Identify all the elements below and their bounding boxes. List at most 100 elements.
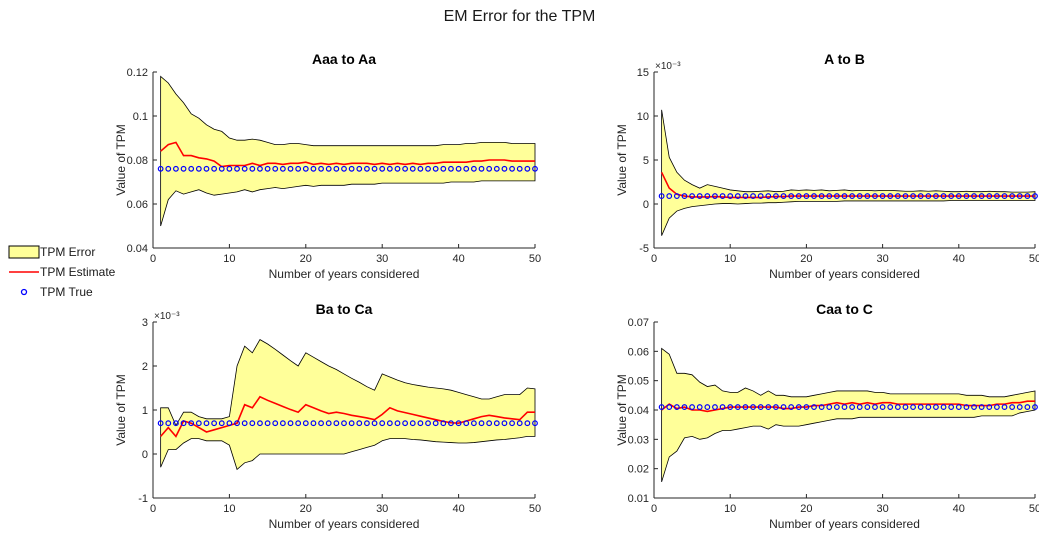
y-tick-label: -1: [138, 493, 148, 505]
true-marker: [666, 193, 673, 199]
true-marker: [180, 420, 187, 427]
true-marker: [826, 404, 833, 410]
true-marker: [1001, 193, 1008, 199]
true-marker: [226, 165, 233, 172]
true-marker: [833, 404, 840, 410]
y-tick-label: 5: [643, 155, 649, 167]
true-marker: [402, 165, 409, 172]
true-marker: [948, 193, 955, 199]
true-marker: [188, 420, 195, 427]
true-marker: [788, 193, 795, 199]
true-marker: [470, 420, 477, 427]
true-marker: [978, 404, 985, 410]
true-marker: [333, 165, 340, 172]
exponent-label: ×10⁻³: [154, 311, 180, 322]
error-band: [661, 109, 1036, 236]
y-tick-label: 0.06: [628, 346, 649, 358]
legend-label-true: TPM True: [40, 285, 93, 299]
true-marker: [902, 404, 909, 410]
true-marker: [894, 193, 901, 199]
x-axis-label: Number of years considered: [269, 517, 420, 531]
true-marker: [356, 165, 363, 172]
true-marker: [364, 420, 370, 427]
true-marker: [727, 404, 734, 410]
true-marker: [509, 165, 515, 172]
true-marker: [501, 420, 508, 427]
true-marker: [165, 420, 172, 427]
true-marker: [933, 404, 939, 410]
x-tick-label: 10: [223, 503, 235, 515]
true-marker: [241, 165, 248, 172]
true-marker: [971, 193, 977, 199]
x-tick-label: 30: [376, 253, 388, 265]
true-marker: [856, 404, 863, 410]
true-marker: [455, 420, 462, 427]
true-marker: [994, 193, 1000, 199]
true-marker: [341, 165, 347, 172]
true-marker: [1016, 404, 1023, 410]
true-marker: [689, 193, 695, 199]
x-tick-label: 40: [953, 503, 965, 515]
true-marker: [742, 404, 749, 410]
y-tick-label: -5: [639, 243, 649, 255]
y-tick-label: 1: [142, 405, 148, 417]
true-marker: [272, 165, 279, 172]
true-marker: [211, 165, 218, 172]
true-marker: [940, 193, 947, 199]
true-marker: [849, 404, 856, 410]
true-marker: [773, 193, 779, 199]
true-marker: [933, 193, 939, 199]
true-marker: [902, 193, 909, 199]
y-axis-label: Value of TPM: [615, 124, 629, 196]
true-marker: [917, 404, 924, 410]
true-marker: [978, 193, 985, 199]
y-tick-label: 0.07: [628, 317, 649, 329]
true-marker: [986, 193, 993, 199]
true-marker: [341, 420, 347, 427]
true-marker: [302, 165, 309, 172]
true-marker: [295, 420, 302, 427]
true-marker: [811, 404, 817, 410]
true-marker: [440, 420, 447, 427]
true-marker: [173, 420, 179, 427]
true-marker: [765, 404, 772, 410]
true-marker: [272, 420, 279, 427]
true-marker: [524, 420, 531, 427]
true-marker: [348, 420, 355, 427]
y-tick-label: 2: [142, 361, 148, 373]
true-marker: [750, 193, 756, 199]
x-tick-label: 30: [876, 253, 888, 265]
true-marker: [371, 165, 378, 172]
true-marker: [348, 165, 355, 172]
true-marker: [704, 193, 711, 199]
true-marker: [681, 193, 688, 199]
true-marker: [440, 165, 447, 172]
true-marker: [257, 420, 263, 427]
true-marker: [463, 420, 470, 427]
true-marker: [448, 420, 454, 427]
true-marker: [165, 165, 172, 172]
true-marker: [704, 404, 711, 410]
true-marker: [879, 404, 886, 410]
true-marker: [986, 404, 993, 410]
true-marker: [279, 420, 286, 427]
true-marker: [486, 420, 493, 427]
legend: TPM Error TPM Estimate TPM True: [6, 244, 115, 304]
true-marker: [516, 420, 523, 427]
true-marker: [925, 193, 932, 199]
true-marker: [257, 165, 263, 172]
true-marker: [994, 404, 1000, 410]
x-tick-label: 30: [876, 503, 888, 515]
true-marker: [849, 193, 856, 199]
true-marker: [925, 404, 932, 410]
true-marker: [310, 165, 317, 172]
true-marker: [795, 193, 802, 199]
true-marker: [264, 165, 271, 172]
subplot-title: Aaa to Aa: [312, 51, 376, 67]
true-marker: [864, 404, 871, 410]
true-marker: [795, 404, 802, 410]
true-marker: [356, 420, 363, 427]
x-tick-label: 50: [1029, 503, 1039, 515]
x-tick-label: 0: [150, 253, 156, 265]
